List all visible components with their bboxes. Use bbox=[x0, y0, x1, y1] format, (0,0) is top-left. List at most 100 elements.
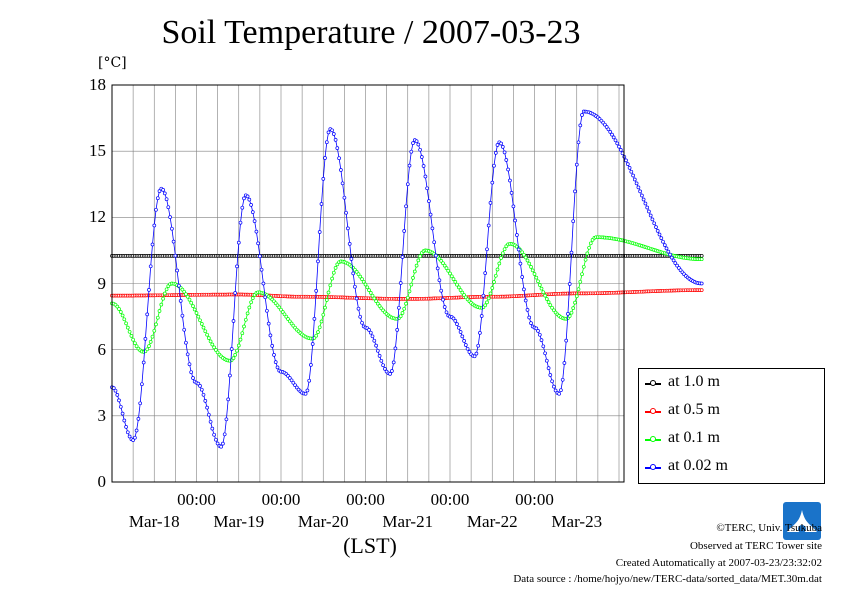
data-point bbox=[405, 295, 410, 300]
data-point bbox=[481, 293, 486, 298]
data-point bbox=[203, 399, 208, 403]
data-point bbox=[122, 317, 127, 322]
data-point bbox=[537, 283, 542, 287]
data-point bbox=[546, 366, 551, 370]
data-point bbox=[536, 279, 540, 284]
data-point bbox=[233, 291, 238, 295]
data-point bbox=[159, 302, 164, 307]
data-point bbox=[499, 141, 503, 146]
data-point bbox=[534, 326, 539, 331]
data-point bbox=[243, 317, 248, 322]
data-point bbox=[224, 417, 229, 422]
data-point bbox=[303, 391, 308, 396]
data-point bbox=[238, 337, 243, 342]
data-point bbox=[198, 318, 202, 323]
data-point bbox=[390, 369, 394, 373]
data-point bbox=[375, 301, 380, 306]
x-tick-day: Mar-19 bbox=[213, 512, 265, 531]
data-point bbox=[148, 340, 153, 344]
data-point bbox=[254, 229, 259, 234]
data-point bbox=[638, 189, 642, 194]
data-point bbox=[425, 186, 429, 191]
data-point bbox=[617, 144, 621, 149]
data-point bbox=[330, 128, 334, 133]
data-point bbox=[624, 158, 628, 163]
data-point bbox=[483, 303, 488, 308]
x-tick-day: Mar-18 bbox=[128, 512, 180, 531]
data-point bbox=[208, 339, 213, 344]
data-point bbox=[214, 348, 218, 352]
data-point bbox=[566, 312, 570, 316]
data-point bbox=[229, 347, 234, 351]
legend-swatch-marker bbox=[650, 408, 656, 414]
data-point bbox=[435, 266, 440, 271]
data-point bbox=[451, 316, 456, 321]
grid-lines bbox=[112, 84, 624, 483]
data-point bbox=[266, 321, 271, 326]
data-point bbox=[462, 339, 466, 343]
data-point bbox=[488, 201, 493, 205]
data-point bbox=[530, 268, 535, 273]
data-point bbox=[446, 268, 451, 273]
data-point bbox=[250, 210, 255, 214]
y-tick-label: 3 bbox=[97, 405, 107, 425]
data-point bbox=[453, 319, 458, 323]
data-point bbox=[247, 197, 252, 202]
data-point bbox=[515, 233, 519, 237]
data-point bbox=[261, 281, 266, 286]
data-point bbox=[613, 138, 618, 143]
data-point bbox=[629, 169, 634, 174]
data-point bbox=[479, 314, 484, 318]
data-point bbox=[127, 329, 132, 334]
data-point bbox=[191, 376, 195, 380]
data-point bbox=[398, 281, 403, 285]
data-point bbox=[529, 321, 533, 325]
data-point bbox=[140, 382, 144, 387]
data-point bbox=[699, 254, 704, 258]
data-point bbox=[472, 354, 477, 359]
data-point bbox=[191, 304, 195, 308]
data-point bbox=[171, 239, 176, 244]
data-point bbox=[439, 288, 444, 293]
data-point bbox=[249, 300, 253, 305]
data-point bbox=[625, 162, 630, 166]
data-point bbox=[483, 271, 488, 275]
data-point bbox=[404, 301, 408, 306]
data-point bbox=[330, 276, 334, 281]
data-point bbox=[375, 348, 380, 353]
data-point bbox=[550, 379, 554, 384]
data-point bbox=[428, 212, 433, 217]
data-point bbox=[173, 253, 178, 258]
data-point bbox=[615, 141, 620, 146]
data-point bbox=[451, 277, 456, 281]
data-point bbox=[346, 226, 350, 231]
data-point bbox=[411, 141, 415, 145]
data-point bbox=[252, 219, 257, 223]
data-point bbox=[543, 351, 547, 356]
data-point bbox=[154, 207, 158, 212]
data-point bbox=[178, 299, 183, 303]
data-point bbox=[360, 320, 364, 325]
data-point bbox=[134, 344, 139, 349]
data-point bbox=[242, 324, 246, 329]
data-point bbox=[131, 337, 135, 342]
data-point bbox=[603, 122, 607, 127]
data-point bbox=[523, 255, 528, 260]
data-point bbox=[226, 397, 231, 402]
data-point bbox=[205, 332, 209, 337]
data-point bbox=[383, 367, 387, 371]
data-point bbox=[147, 288, 151, 292]
data-point bbox=[307, 378, 312, 383]
data-point bbox=[370, 293, 375, 298]
data-point bbox=[212, 432, 216, 437]
data-point bbox=[155, 315, 160, 320]
data-point bbox=[155, 196, 160, 201]
data-point bbox=[312, 317, 317, 321]
data-point bbox=[323, 305, 327, 310]
data-point bbox=[124, 425, 128, 429]
data-point bbox=[522, 287, 526, 292]
data-point bbox=[571, 306, 576, 310]
data-point bbox=[182, 289, 187, 294]
data-point bbox=[289, 378, 294, 383]
legend-label: at 1.0 m bbox=[668, 373, 720, 390]
